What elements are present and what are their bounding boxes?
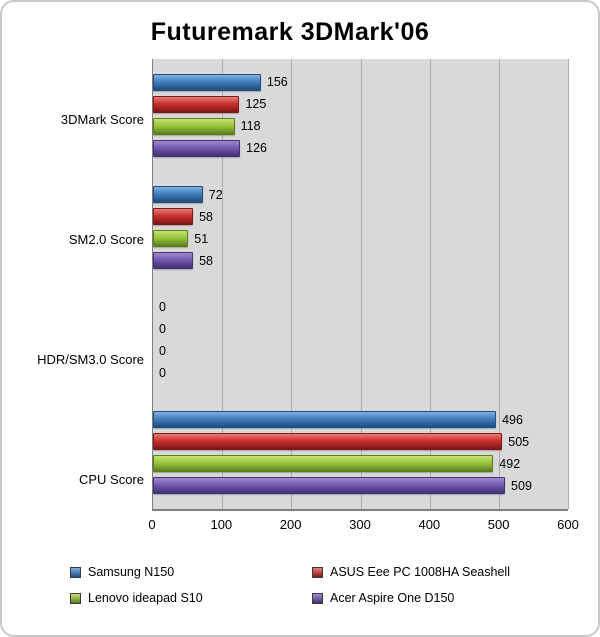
legend-label: Acer Aspire One D150 xyxy=(330,591,455,605)
bar-value-label: 58 xyxy=(199,253,214,268)
bar xyxy=(153,252,194,270)
bar-row: 0 xyxy=(153,299,568,316)
x-tick-label: 400 xyxy=(418,517,441,532)
category-group: 72 58 51 58 xyxy=(153,172,568,285)
bar-row: 125 xyxy=(153,95,568,113)
legend-item: Lenovo ideapad S10 xyxy=(70,591,308,605)
gridline xyxy=(568,59,569,509)
bar-row: 126 xyxy=(153,139,568,157)
bar-value-label: 492 xyxy=(499,456,521,471)
bar xyxy=(153,477,506,495)
bar-value-label: 126 xyxy=(246,141,267,156)
x-tick-label: 100 xyxy=(210,517,233,532)
bar-value-label: 0 xyxy=(159,322,166,337)
plot-area: 156 125 118 126 72 58 51 58 0 0 0 0 496 505 492 509 xyxy=(152,59,569,511)
legend-swatch xyxy=(70,566,81,578)
bar-row: 72 xyxy=(153,186,568,204)
bar-row: 0 xyxy=(153,321,568,338)
legend-item: ASUS Eee PC 1008HA Seashell xyxy=(312,565,568,579)
bar xyxy=(153,139,241,157)
bar xyxy=(153,95,240,113)
chart-title: Futuremark 3DMark'06 xyxy=(150,18,430,46)
bar-row: 505 xyxy=(153,433,568,451)
x-tick-label: 200 xyxy=(279,517,302,532)
bar-value-label: 58 xyxy=(199,209,214,224)
x-axis-ticks: 0 100 200 300 400 500 600 xyxy=(148,515,578,539)
bar xyxy=(153,117,235,135)
category-label: CPU Score xyxy=(78,471,144,487)
bar-value-label: 51 xyxy=(194,231,209,246)
bar-value-label: 156 xyxy=(266,75,288,90)
legend-item: Acer Aspire One D150 xyxy=(312,591,568,605)
category-group: 0 0 0 0 xyxy=(153,284,568,397)
bar-value-label: 0 xyxy=(159,344,166,359)
legend-swatch xyxy=(70,592,81,604)
bar-row: 0 xyxy=(153,365,568,382)
bar xyxy=(153,433,503,451)
legend-swatch xyxy=(312,566,323,578)
x-tick-label: 500 xyxy=(487,517,510,532)
plot-wrap: 156 125 118 126 72 58 51 58 0 0 0 0 496 505 492 509 0 10… xyxy=(148,59,579,539)
bar-row: 0 xyxy=(153,343,568,360)
legend-item: Samsung N150 xyxy=(70,565,308,579)
bar-value-label: 496 xyxy=(502,412,523,427)
legend-swatch xyxy=(312,592,323,604)
bar-row: 509 xyxy=(153,477,568,495)
bar-value-label: 509 xyxy=(511,478,532,493)
gridline xyxy=(429,59,431,509)
bar-row: 58 xyxy=(153,208,568,226)
bar-value-label: 72 xyxy=(208,187,223,202)
chart: 3DMark Score SM2.0 Score HDR/SM3.0 Score CP… xyxy=(12,59,579,539)
bar-row: 118 xyxy=(153,117,568,135)
bar-value-label: 0 xyxy=(159,300,166,315)
bar-row: 51 xyxy=(153,230,568,248)
bar-row: 58 xyxy=(153,252,568,270)
bar-row: 496 xyxy=(153,411,568,429)
category-group: 496 505 492 509 xyxy=(153,397,568,510)
gridline xyxy=(222,59,224,509)
x-tick-label: 600 xyxy=(557,517,579,532)
bar xyxy=(153,411,497,429)
bar-row: 156 xyxy=(153,73,568,91)
category-label: HDR/SM3.0 Score xyxy=(37,351,144,367)
gridline xyxy=(360,59,362,509)
bar xyxy=(153,455,494,473)
x-tick-label: 300 xyxy=(349,517,371,532)
bar xyxy=(153,186,203,204)
gridline xyxy=(498,59,500,509)
x-tick-label: 0 xyxy=(148,517,156,532)
bar xyxy=(153,73,261,91)
bar xyxy=(153,230,189,248)
category-label: SM2.0 Score xyxy=(68,231,144,247)
category-labels: 3DMark Score SM2.0 Score HDR/SM3.0 Score CP… xyxy=(12,59,152,539)
legend-label: Samsung N150 xyxy=(88,565,175,579)
legend-label: ASUS Eee PC 1008HA Seashell xyxy=(330,565,510,579)
bar-value-label: 125 xyxy=(245,97,267,112)
legend: Samsung N150 ASUS Eee PC 1008HA Seashell L… xyxy=(70,565,568,605)
category-label: 3DMark Score xyxy=(60,111,144,127)
category-group: 156 125 118 126 xyxy=(153,59,568,172)
bar-value-label: 118 xyxy=(240,119,261,134)
bar-value-label: 505 xyxy=(508,434,530,449)
bar-value-label: 0 xyxy=(159,366,166,381)
gridline xyxy=(291,59,293,509)
legend-label: Lenovo ideapad S10 xyxy=(88,591,203,605)
bar xyxy=(153,208,194,226)
bar-row: 492 xyxy=(153,455,568,473)
